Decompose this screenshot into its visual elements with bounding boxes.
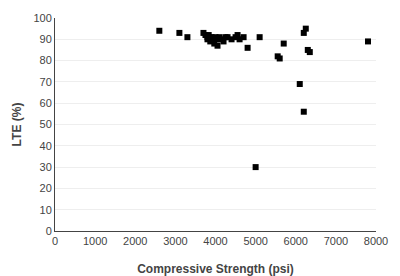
svg-text:70: 70 xyxy=(40,76,52,88)
svg-text:50: 50 xyxy=(40,118,52,130)
svg-text:2000: 2000 xyxy=(123,235,147,247)
svg-text:40: 40 xyxy=(40,140,52,152)
svg-text:1000: 1000 xyxy=(83,235,107,247)
svg-text:0: 0 xyxy=(52,235,58,247)
svg-text:60: 60 xyxy=(40,97,52,109)
svg-text:Compressive Strength (psi): Compressive Strength (psi) xyxy=(137,262,294,276)
svg-text:3000: 3000 xyxy=(163,235,187,247)
svg-text:6000: 6000 xyxy=(284,235,308,247)
svg-text:LTE (%): LTE (%) xyxy=(10,103,24,147)
svg-text:90: 90 xyxy=(40,33,52,45)
svg-text:20: 20 xyxy=(40,182,52,194)
svg-text:7000: 7000 xyxy=(324,235,348,247)
svg-text:8000: 8000 xyxy=(364,235,388,247)
svg-text:10: 10 xyxy=(40,204,52,216)
svg-text:4000: 4000 xyxy=(203,235,227,247)
svg-text:80: 80 xyxy=(40,54,52,66)
svg-text:30: 30 xyxy=(40,161,52,173)
svg-text:5000: 5000 xyxy=(243,235,267,247)
svg-text:100: 100 xyxy=(33,12,51,24)
svg-text:0: 0 xyxy=(46,225,52,237)
